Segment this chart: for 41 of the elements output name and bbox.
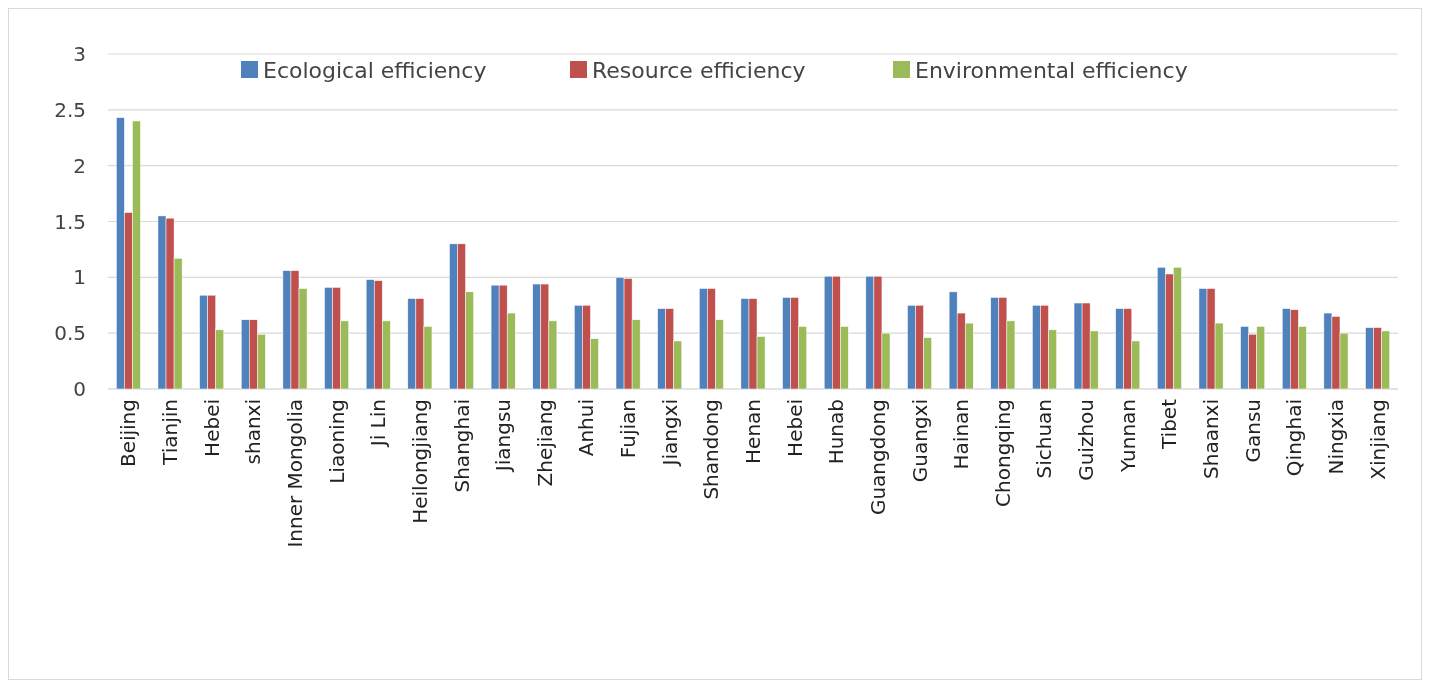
legend-label: Resource efficiency	[592, 57, 806, 83]
x-tick-label: Qinghai	[1282, 399, 1307, 477]
legend-label: Ecological efficiency	[263, 57, 487, 83]
x-tick-label: Guangxi	[907, 399, 932, 483]
y-tick-label: 2.5	[54, 97, 86, 122]
x-tick-label: Xinjiang	[1365, 399, 1390, 480]
x-tick-label: Jiangxi	[657, 399, 682, 468]
x-tick-label: Hebei	[199, 399, 224, 457]
x-tick-label: Tibet	[1157, 398, 1182, 450]
y-tick-label: 2	[73, 153, 86, 178]
x-tick-label: Fujian	[616, 399, 641, 459]
x-tick-label: Jiangsu	[491, 399, 516, 474]
x-tick-label: Ji Lin	[366, 399, 391, 449]
y-tick-label: 1.5	[54, 209, 86, 234]
x-tick-label: shanxi	[241, 399, 266, 465]
y-tick-label: 0.5	[54, 321, 86, 346]
x-tick-label: Hebei	[782, 399, 807, 457]
x-tick-label: Liaoning	[324, 399, 349, 484]
x-tick-label: Shaanxi	[1199, 399, 1224, 479]
x-tick-label: Sichuan	[1032, 399, 1057, 479]
x-tick-label: Anhui	[574, 399, 599, 457]
legend-label: Environmental efficiency	[915, 57, 1188, 83]
x-tick-label: Henan	[741, 399, 765, 464]
y-tick-label: 0	[73, 377, 86, 401]
x-tick-label: Inner Mongolia	[282, 399, 307, 548]
x-tick-label: Zhejiang	[532, 399, 557, 487]
x-tick-label: Hunab	[824, 399, 849, 465]
x-tick-label: Hainan	[949, 399, 974, 470]
x-tick-label: Heilongjiang	[407, 399, 432, 524]
x-tick-label: Tianjin	[158, 399, 183, 466]
x-tick-label: Beijing	[116, 399, 141, 468]
y-tick-label: 1	[73, 265, 86, 290]
x-tick-label: Guizhou	[1074, 399, 1099, 481]
y-tick-label: 3	[73, 42, 86, 66]
x-tick-label: Shanghai	[449, 399, 474, 493]
x-tick-label: Gansu	[1240, 399, 1265, 463]
x-tick-label: Ningxia	[1323, 399, 1348, 475]
x-tick-label: Yunnan	[1115, 399, 1140, 473]
x-tick-label: Chongqing	[990, 399, 1015, 507]
x-tick-label: Shandong	[699, 399, 724, 500]
x-tick-label: Guangdong	[865, 399, 890, 516]
